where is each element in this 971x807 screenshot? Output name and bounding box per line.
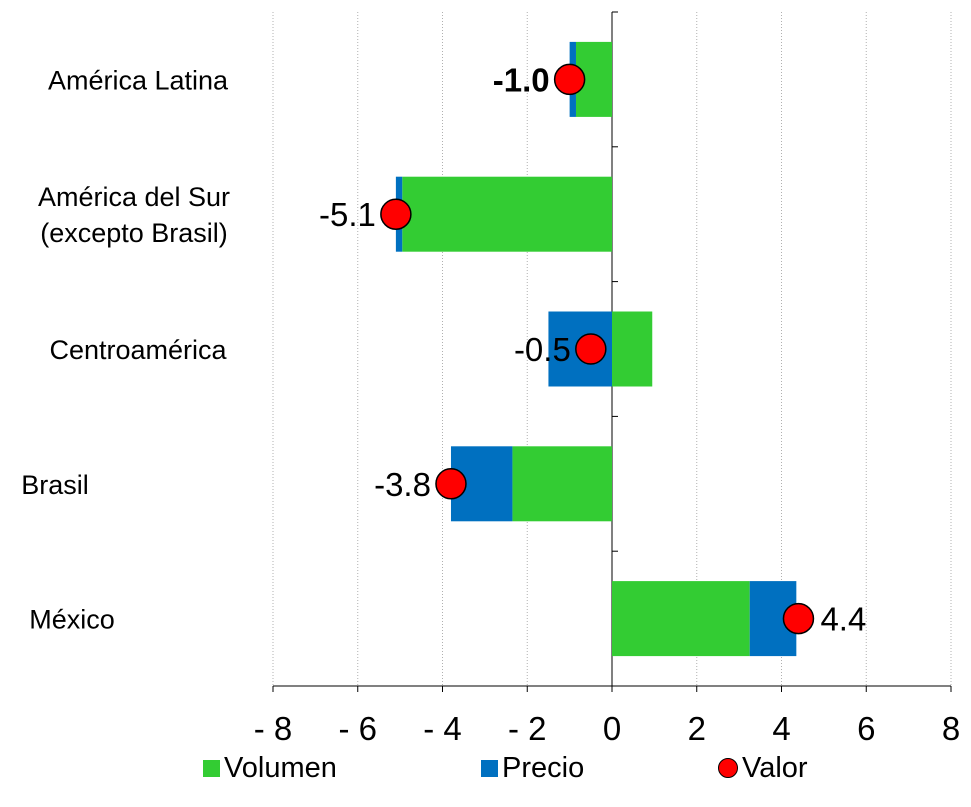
valor-marker-america-latina [553,63,586,96]
value-label-america-latina: -1.0 [493,61,550,98]
bar-volumen-america-del-sur-excepto-brasil [402,176,612,252]
valor-marker-mexico [782,602,815,635]
legend-swatch-volumen [203,759,220,777]
x-tick-label: 2 [688,710,706,747]
legend-label-volumen: Volumen [224,752,337,784]
legend-label-precio: Precio [502,752,585,784]
category-label-brasil: Brasil [21,470,89,500]
value-label-brasil: -3.8 [374,466,431,503]
x-tick-label: - 2 [508,710,547,747]
bar-volumen-brasil [512,446,612,522]
category-label-centroamerica: Centroamérica [49,335,227,365]
legend-item-valor: Valor [718,750,808,786]
legend-marker-valor [718,758,738,778]
x-tick-label: 8 [942,710,960,747]
value-label-centroamerica: -0.5 [514,331,571,368]
x-tick-label: - 8 [254,710,293,747]
legend-label-valor: Valor [742,752,808,784]
x-tick-label: 6 [857,710,875,747]
value-label-america-del-sur-excepto-brasil: -5.1 [319,196,376,233]
category-label-mexico: México [29,605,115,635]
value-label-mexico: 4.4 [820,601,866,638]
legend-item-precio: Precio [481,750,584,786]
legend: Volumen Precio Valor [0,750,971,790]
x-tick-label: 0 [603,710,621,747]
legend-item-volumen: Volumen [203,750,337,786]
category-label-america-del-sur-excepto-brasil: América del Sur (excepto Brasil) [38,182,230,248]
category-label-america-latina: América Latina [48,65,229,95]
valor-marker-centroamerica [575,333,607,365]
x-tick-label: 4 [772,710,790,747]
legend-swatch-precio [481,759,498,777]
bar-volumen-mexico [612,581,750,657]
x-tick-label: - 4 [423,710,462,747]
chart: - 8 - 6 - 4 - 2 0 2 4 6 8 América Latina -1.0 Améri… [21,11,960,747]
valor-marker-america-del-sur-excepto-brasil [380,198,412,230]
x-tick-label: - 6 [338,710,377,747]
bar-volumen-centroamerica [612,311,653,387]
valor-marker-brasil [435,468,467,500]
